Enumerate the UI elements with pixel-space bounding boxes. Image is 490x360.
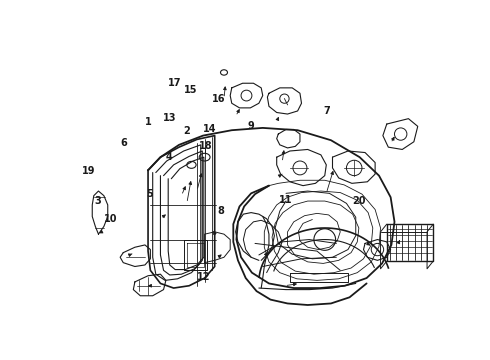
Text: 9: 9 [248, 121, 254, 131]
Text: 18: 18 [199, 141, 212, 151]
Text: 16: 16 [212, 94, 225, 104]
Text: 8: 8 [217, 206, 224, 216]
Text: 14: 14 [202, 124, 216, 134]
Text: 4: 4 [166, 152, 173, 162]
Text: 19: 19 [82, 166, 96, 176]
Text: 7: 7 [324, 106, 330, 116]
Text: 17: 17 [169, 78, 182, 89]
Text: 5: 5 [146, 189, 153, 199]
Text: 6: 6 [121, 138, 127, 148]
Text: 20: 20 [353, 196, 366, 206]
Text: 3: 3 [94, 196, 101, 206]
Text: 2: 2 [183, 126, 190, 135]
Text: 1: 1 [145, 117, 152, 127]
Text: 15: 15 [184, 85, 197, 95]
Text: 12: 12 [197, 273, 210, 283]
Text: 11: 11 [278, 195, 292, 205]
Text: 13: 13 [163, 113, 176, 123]
Text: 10: 10 [104, 214, 118, 224]
